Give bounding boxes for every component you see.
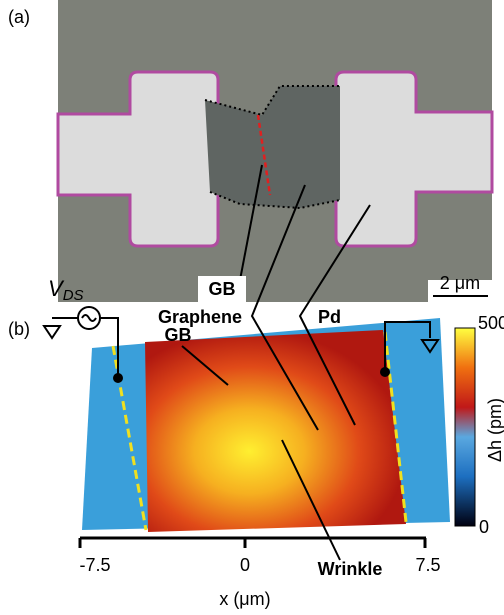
panel-label: (a) — [8, 7, 30, 27]
colorbar-tick: 500 — [478, 313, 504, 333]
colorbar-label: Δh (pm) — [485, 398, 504, 462]
x-tick-label: 0 — [240, 555, 250, 575]
x-tick-label: 7.5 — [415, 555, 440, 575]
page: {"panel_a": {"label": "(a)", "gb": "GB",… — [0, 0, 504, 615]
contact — [113, 373, 123, 383]
graphene-height — [145, 330, 406, 532]
label: GB — [209, 279, 236, 299]
panel-label: (b) — [8, 319, 30, 339]
colorbar — [455, 328, 475, 526]
label: Wrinkle — [318, 559, 383, 579]
x-tick-label: -7.5 — [79, 555, 110, 575]
label: GB — [165, 325, 192, 345]
x-axis-label: x (μm) — [219, 589, 270, 609]
colorbar-tick: 0 — [479, 517, 489, 537]
scale-label: 2 μm — [440, 273, 480, 293]
label: Graphene — [158, 307, 242, 327]
figure: (a) GB 2 μm (b) VDS Graphene Pd GB Wrink… — [0, 0, 504, 615]
contact — [380, 367, 390, 377]
axis — [80, 538, 426, 548]
label: Pd — [318, 307, 341, 327]
